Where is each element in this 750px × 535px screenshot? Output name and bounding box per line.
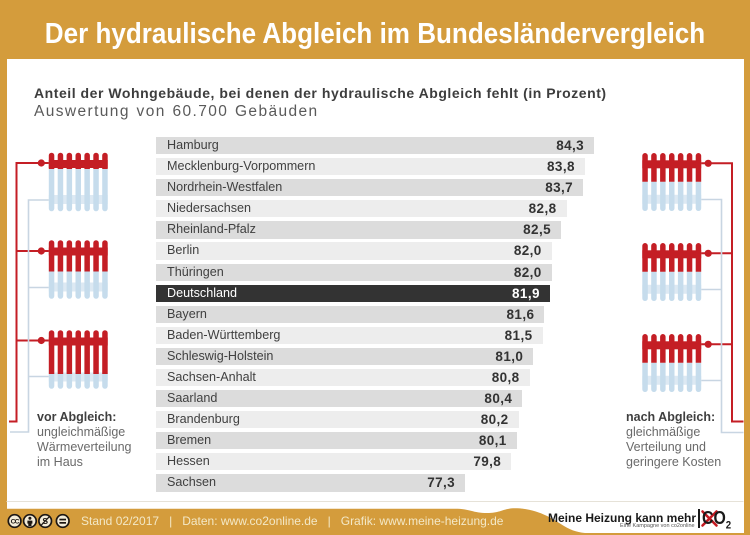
svg-text:CC: CC [11, 518, 20, 525]
